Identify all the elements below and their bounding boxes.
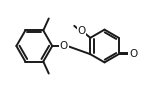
Text: O: O (78, 26, 86, 36)
Text: O: O (60, 41, 68, 51)
Text: O: O (129, 49, 137, 59)
